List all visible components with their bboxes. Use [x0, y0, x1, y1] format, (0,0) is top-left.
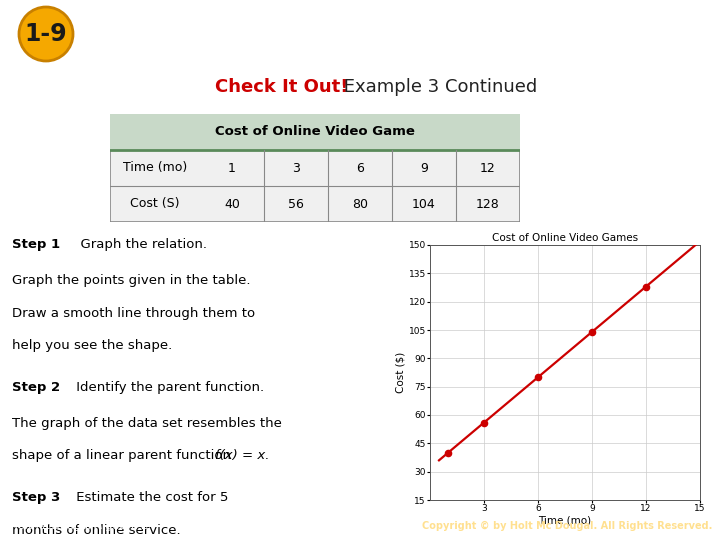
Title: Cost of Online Video Games: Cost of Online Video Games — [492, 233, 638, 243]
Bar — [110, 114, 520, 150]
Text: 80: 80 — [352, 198, 368, 211]
Text: Holt McDougal Algebra 2: Holt McDougal Algebra 2 — [10, 521, 149, 531]
Text: help you see the shape.: help you see the shape. — [12, 339, 172, 352]
Text: 3: 3 — [292, 161, 300, 174]
Text: 9: 9 — [420, 161, 428, 174]
Text: Draw a smooth line through them to: Draw a smooth line through them to — [12, 307, 255, 320]
Point — [640, 282, 652, 291]
Text: Cost of Online Video Game: Cost of Online Video Game — [215, 125, 415, 138]
Point — [586, 328, 598, 336]
Text: f(x) = x.: f(x) = x. — [215, 449, 269, 462]
Text: Time (mo): Time (mo) — [123, 161, 187, 174]
Text: Step 2: Step 2 — [12, 381, 60, 394]
Text: 1-9: 1-9 — [24, 22, 67, 46]
Circle shape — [19, 7, 73, 61]
Text: Step 3: Step 3 — [12, 491, 60, 504]
Text: 40: 40 — [224, 198, 240, 211]
Text: Copyright © by Holt Mc Dougal. All Rights Reserved.: Copyright © by Holt Mc Dougal. All Right… — [422, 521, 712, 531]
Text: shape of a linear parent function: shape of a linear parent function — [12, 449, 235, 462]
Text: Cost (S): Cost (S) — [130, 198, 180, 211]
Text: Graph the relation.: Graph the relation. — [73, 239, 207, 252]
Text: 1: 1 — [228, 161, 236, 174]
Text: Identify the parent function.: Identify the parent function. — [73, 381, 264, 394]
Text: Graph the points given in the table.: Graph the points given in the table. — [12, 274, 251, 287]
Text: 128: 128 — [476, 198, 500, 211]
Y-axis label: Cost ($): Cost ($) — [396, 352, 406, 393]
Text: Introduction to Parent Functions: Introduction to Parent Functions — [88, 22, 549, 46]
Text: Check It Out!: Check It Out! — [215, 78, 348, 96]
Text: 6: 6 — [356, 161, 364, 174]
Point — [478, 418, 490, 427]
Text: 56: 56 — [288, 198, 304, 211]
Text: months of online service.: months of online service. — [12, 524, 181, 537]
Text: Estimate the cost for 5: Estimate the cost for 5 — [73, 491, 229, 504]
Text: Step 1: Step 1 — [12, 239, 60, 252]
Text: 104: 104 — [412, 198, 436, 211]
Text: Example 3 Continued: Example 3 Continued — [338, 78, 537, 96]
Point — [442, 448, 454, 457]
Text: The graph of the data set resembles the: The graph of the data set resembles the — [12, 417, 282, 430]
X-axis label: Time (mo): Time (mo) — [539, 516, 592, 526]
Text: 12: 12 — [480, 161, 496, 174]
Point — [532, 373, 544, 382]
